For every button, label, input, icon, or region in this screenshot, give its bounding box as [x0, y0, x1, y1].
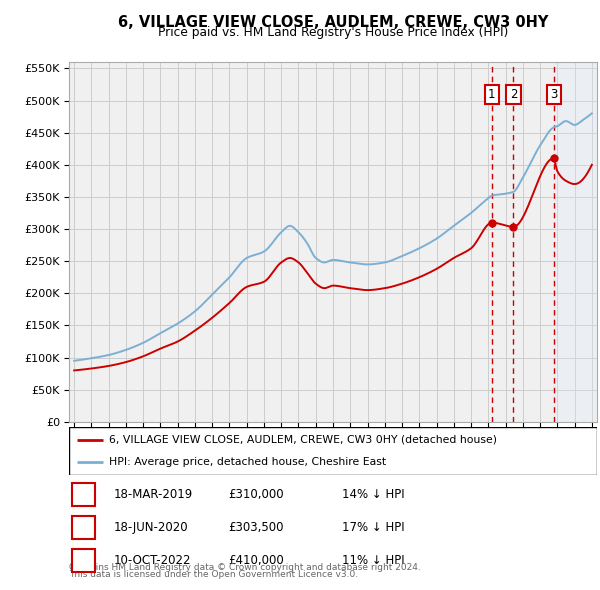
Bar [554, 62, 597, 422]
Text: 17% ↓ HPI: 17% ↓ HPI [342, 521, 404, 534]
Text: 2: 2 [510, 88, 517, 101]
Text: 6, VILLAGE VIEW CLOSE, AUDLEM, CREWE, CW3 0HY: 6, VILLAGE VIEW CLOSE, AUDLEM, CREWE, CW… [118, 15, 548, 30]
Text: £410,000: £410,000 [228, 554, 284, 567]
Text: 1: 1 [488, 88, 496, 101]
Text: 3: 3 [79, 554, 88, 567]
Text: £310,000: £310,000 [228, 488, 284, 501]
Text: £303,500: £303,500 [228, 521, 284, 534]
Text: 3: 3 [550, 88, 557, 101]
Text: 11% ↓ HPI: 11% ↓ HPI [342, 554, 404, 567]
Text: 10-OCT-2022: 10-OCT-2022 [114, 554, 191, 567]
Text: This data is licensed under the Open Government Licence v3.0.: This data is licensed under the Open Gov… [69, 571, 358, 579]
Text: Contains HM Land Registry data © Crown copyright and database right 2024.: Contains HM Land Registry data © Crown c… [69, 563, 421, 572]
Text: 18-MAR-2019: 18-MAR-2019 [114, 488, 193, 501]
Text: 18-JUN-2020: 18-JUN-2020 [114, 521, 188, 534]
Text: Price paid vs. HM Land Registry's House Price Index (HPI): Price paid vs. HM Land Registry's House … [158, 26, 508, 39]
Text: 14% ↓ HPI: 14% ↓ HPI [342, 488, 404, 501]
Text: 6, VILLAGE VIEW CLOSE, AUDLEM, CREWE, CW3 0HY (detached house): 6, VILLAGE VIEW CLOSE, AUDLEM, CREWE, CW… [109, 435, 497, 445]
Text: 2: 2 [79, 521, 88, 534]
Text: 1: 1 [79, 488, 88, 501]
Text: HPI: Average price, detached house, Cheshire East: HPI: Average price, detached house, Ches… [109, 457, 386, 467]
